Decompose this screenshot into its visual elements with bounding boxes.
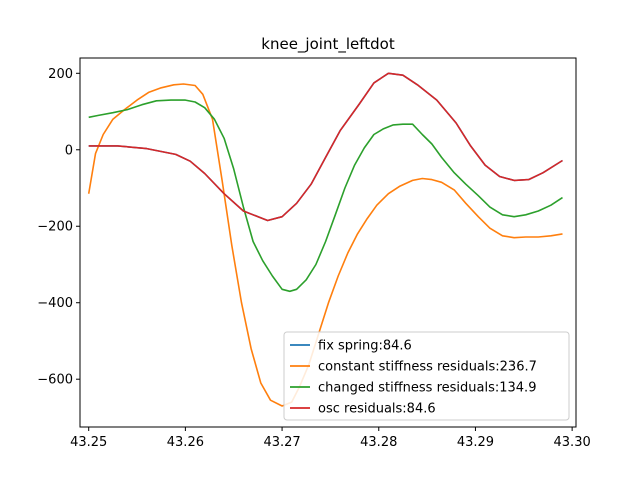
- y-tick-label: 0: [65, 143, 73, 158]
- legend: fix spring:84.6 constant stiffness residu…: [283, 331, 570, 421]
- legend-box: [283, 331, 570, 421]
- legend-entry: osc residuals:84.6: [318, 402, 436, 417]
- series-line-3: [88, 72, 563, 222]
- y-tick-label: −400: [37, 296, 73, 311]
- x-tick-label: 43.28: [360, 435, 397, 450]
- x-tick-label: 43.29: [457, 435, 494, 450]
- x-tick-label: 43.30: [554, 435, 591, 450]
- y-tick-label: −600: [37, 373, 73, 388]
- series-line-0: [88, 72, 563, 222]
- x-tick-label: 43.26: [167, 435, 204, 450]
- x-tick-label: 43.25: [70, 435, 107, 450]
- y-tick-label: 200: [48, 67, 73, 82]
- chart-title: knee_joint_leftdot: [261, 35, 395, 54]
- x-tick-label: 43.27: [263, 435, 300, 450]
- axis-layer: 43.25 43.26 43.27 43.28 43.29 43.30 −600 −400 −2…: [37, 67, 590, 450]
- plot-frame: [79, 57, 577, 428]
- series-line-2: [88, 99, 563, 293]
- legend-entry: fix spring:84.6: [318, 339, 412, 354]
- legend-entry: changed stiffness residuals:134.9: [318, 381, 536, 396]
- legend-entry: constant stiffness residuals:236.7: [318, 360, 537, 375]
- y-tick-label: −200: [37, 220, 73, 235]
- series-layer: [87, 72, 563, 407]
